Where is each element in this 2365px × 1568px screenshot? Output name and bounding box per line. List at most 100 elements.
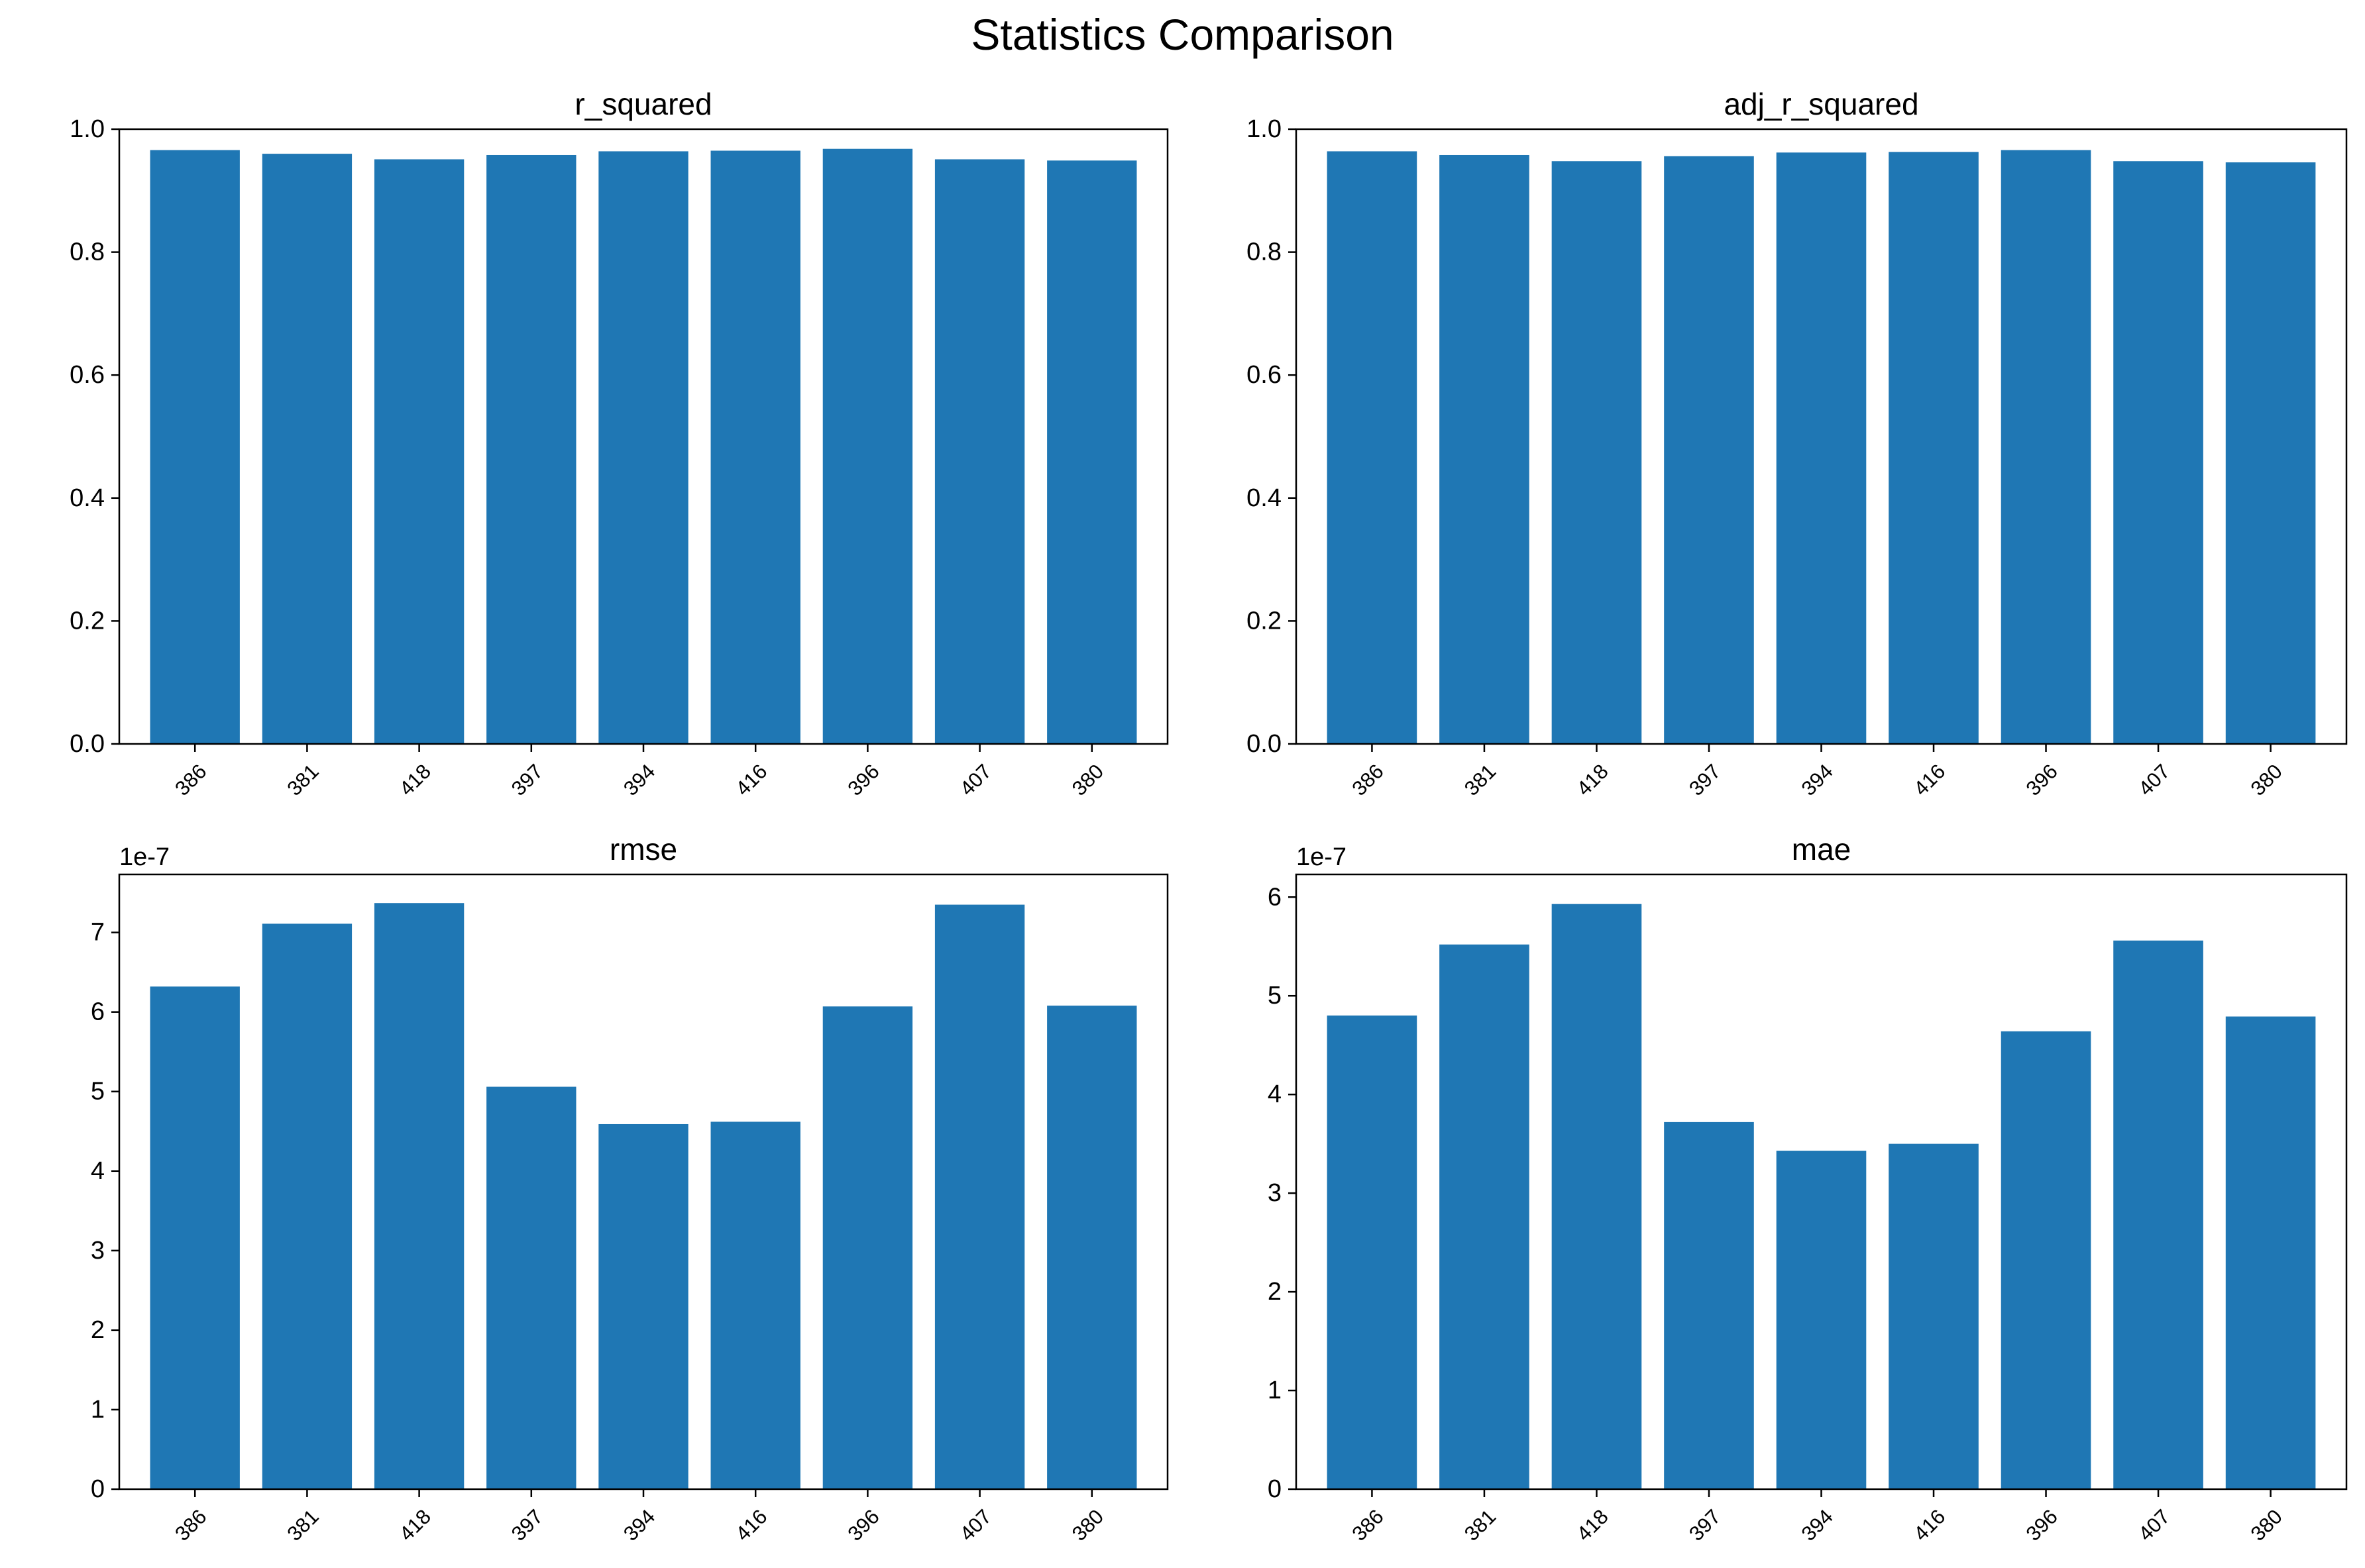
- bar-r-squared-381: [262, 154, 353, 744]
- bar-rmse-394: [598, 1124, 688, 1489]
- subplot-title-adj-r-squared: adj_r_squared: [1724, 87, 1918, 121]
- subplot-title-mae: mae: [1792, 832, 1851, 866]
- xtick-label-adj-r-squared-396: 396: [2022, 760, 2062, 800]
- bar-adj-r-squared-386: [1327, 151, 1417, 744]
- ytick-label-mae-5: 5: [1268, 982, 1282, 1010]
- xtick-label-rmse-396: 396: [843, 1505, 883, 1545]
- ytick-label-mae-2: 2: [1268, 1278, 1282, 1306]
- xtick-label-adj-r-squared-416: 416: [1909, 760, 1950, 800]
- xtick-label-adj-r-squared-380: 380: [2246, 760, 2287, 800]
- bar-r-squared-394: [598, 151, 688, 744]
- bar-rmse-418: [374, 903, 465, 1489]
- bar-mae-380: [2225, 1016, 2316, 1489]
- ytick-label-rmse-3: 3: [91, 1237, 105, 1265]
- xtick-label-mae-418: 418: [1572, 1505, 1613, 1545]
- bar-adj-r-squared-416: [1889, 152, 1979, 745]
- xtick-label-rmse-386: 386: [170, 1505, 211, 1545]
- subplot-title-rmse: rmse: [610, 832, 677, 866]
- ytick-label-mae-1: 1: [1268, 1377, 1282, 1404]
- xtick-label-mae-416: 416: [1909, 1505, 1950, 1545]
- bar-r-squared-386: [150, 150, 240, 745]
- bar-rmse-407: [934, 904, 1025, 1489]
- ytick-label-adj-r-squared-2: 0.4: [1246, 484, 1282, 512]
- bar-adj-r-squared-380: [2225, 162, 2316, 745]
- bar-mae-418: [1551, 904, 1642, 1489]
- xtick-label-mae-407: 407: [2134, 1505, 2174, 1545]
- xtick-label-r-squared-416: 416: [731, 760, 771, 800]
- bar-r-squared-397: [486, 154, 577, 745]
- xtick-label-rmse-407: 407: [956, 1505, 996, 1545]
- bar-rmse-386: [150, 986, 240, 1489]
- bar-rmse-396: [822, 1006, 913, 1489]
- xtick-label-adj-r-squared-397: 397: [1684, 760, 1725, 800]
- xtick-label-mae-396: 396: [2022, 1505, 2062, 1545]
- bar-r-squared-380: [1047, 160, 1137, 744]
- ytick-label-rmse-7: 7: [91, 919, 105, 947]
- figure-title: Statistics Comparison: [971, 10, 1394, 59]
- xtick-label-adj-r-squared-418: 418: [1572, 760, 1613, 800]
- bar-mae-386: [1327, 1016, 1417, 1489]
- offset-text-rmse: 1e-7: [119, 843, 170, 871]
- ytick-label-rmse-5: 5: [91, 1078, 105, 1106]
- bar-adj-r-squared-418: [1551, 161, 1642, 744]
- xtick-label-rmse-397: 397: [507, 1505, 547, 1545]
- xtick-label-mae-381: 381: [1460, 1505, 1500, 1545]
- bar-adj-r-squared-407: [2113, 161, 2203, 744]
- xtick-label-r-squared-394: 394: [619, 760, 659, 800]
- xtick-label-rmse-381: 381: [282, 1505, 323, 1545]
- xtick-label-rmse-418: 418: [395, 1505, 435, 1545]
- chart-r-squared: 0.0 0.2 0.4 0.6 0.8 1.0 386 381 418 397 394 416 396 4…: [70, 87, 1169, 800]
- bar-r-squared-396: [822, 148, 913, 744]
- bar-rmse-416: [710, 1122, 800, 1489]
- bar-mae-407: [2113, 940, 2203, 1489]
- ytick-label-r-squared-1: 0.2: [70, 607, 105, 635]
- xtick-label-mae-380: 380: [2246, 1505, 2287, 1545]
- ytick-label-mae-3: 3: [1268, 1179, 1282, 1207]
- ytick-label-mae-0: 0: [1268, 1475, 1282, 1503]
- chart-adj-r-squared: 0.0 0.2 0.4 0.6 0.8 1.0 386 381 418 397 394 416 396 4…: [1246, 87, 2348, 800]
- xtick-label-r-squared-397: 397: [507, 760, 547, 800]
- bar-r-squared-418: [374, 159, 465, 745]
- bar-rmse-397: [486, 1086, 577, 1489]
- bar-r-squared-416: [710, 150, 800, 745]
- ytick-label-mae-6: 6: [1268, 883, 1282, 911]
- ytick-label-rmse-0: 0: [91, 1475, 105, 1503]
- ytick-label-r-squared-0: 0.0: [70, 730, 105, 758]
- bar-mae-416: [1889, 1143, 1979, 1489]
- chart-mae: 0 1 2 3 4 5 6 386 381 418 397 394 416 396 407 380 mae 1e-…: [1268, 832, 2348, 1545]
- ytick-label-mae-4: 4: [1268, 1080, 1282, 1108]
- ytick-label-adj-r-squared-4: 0.8: [1246, 238, 1282, 266]
- xtick-label-rmse-380: 380: [1068, 1505, 1108, 1545]
- xtick-label-mae-394: 394: [1797, 1505, 1838, 1545]
- xtick-label-adj-r-squared-386: 386: [1347, 760, 1388, 800]
- ytick-label-rmse-2: 2: [91, 1316, 105, 1344]
- bar-rmse-380: [1047, 1006, 1137, 1489]
- xtick-label-r-squared-396: 396: [843, 760, 883, 800]
- ytick-label-r-squared-4: 0.8: [70, 238, 105, 266]
- bar-mae-381: [1439, 944, 1529, 1489]
- bar-adj-r-squared-394: [1776, 152, 1867, 744]
- xtick-label-adj-r-squared-394: 394: [1797, 760, 1838, 800]
- ytick-label-r-squared-2: 0.4: [70, 484, 105, 512]
- bar-adj-r-squared-397: [1664, 156, 1754, 744]
- offset-text-mae: 1e-7: [1296, 843, 1347, 871]
- ytick-label-adj-r-squared-3: 0.6: [1246, 361, 1282, 389]
- xtick-label-r-squared-381: 381: [282, 760, 323, 800]
- ytick-label-rmse-4: 4: [91, 1157, 105, 1185]
- ytick-label-r-squared-3: 0.6: [70, 361, 105, 389]
- bar-mae-394: [1776, 1151, 1867, 1489]
- ytick-label-rmse-6: 6: [91, 998, 105, 1026]
- xtick-label-rmse-394: 394: [619, 1505, 659, 1545]
- ytick-label-rmse-1: 1: [91, 1396, 105, 1424]
- chart-rmse: 0 1 2 3 4 5 6 7 386 381 418 397 394 416 396 407 380 rmse 1…: [91, 832, 1169, 1545]
- bar-mae-396: [2001, 1031, 2091, 1489]
- ytick-label-adj-r-squared-0: 0.0: [1246, 730, 1282, 758]
- xtick-label-adj-r-squared-381: 381: [1460, 760, 1500, 800]
- xtick-label-mae-397: 397: [1684, 1505, 1725, 1545]
- xtick-label-r-squared-386: 386: [170, 760, 211, 800]
- bar-mae-397: [1664, 1122, 1754, 1489]
- subplot-title-r-squared: r_squared: [575, 87, 712, 121]
- bar-adj-r-squared-381: [1439, 154, 1529, 745]
- bar-r-squared-407: [934, 159, 1025, 745]
